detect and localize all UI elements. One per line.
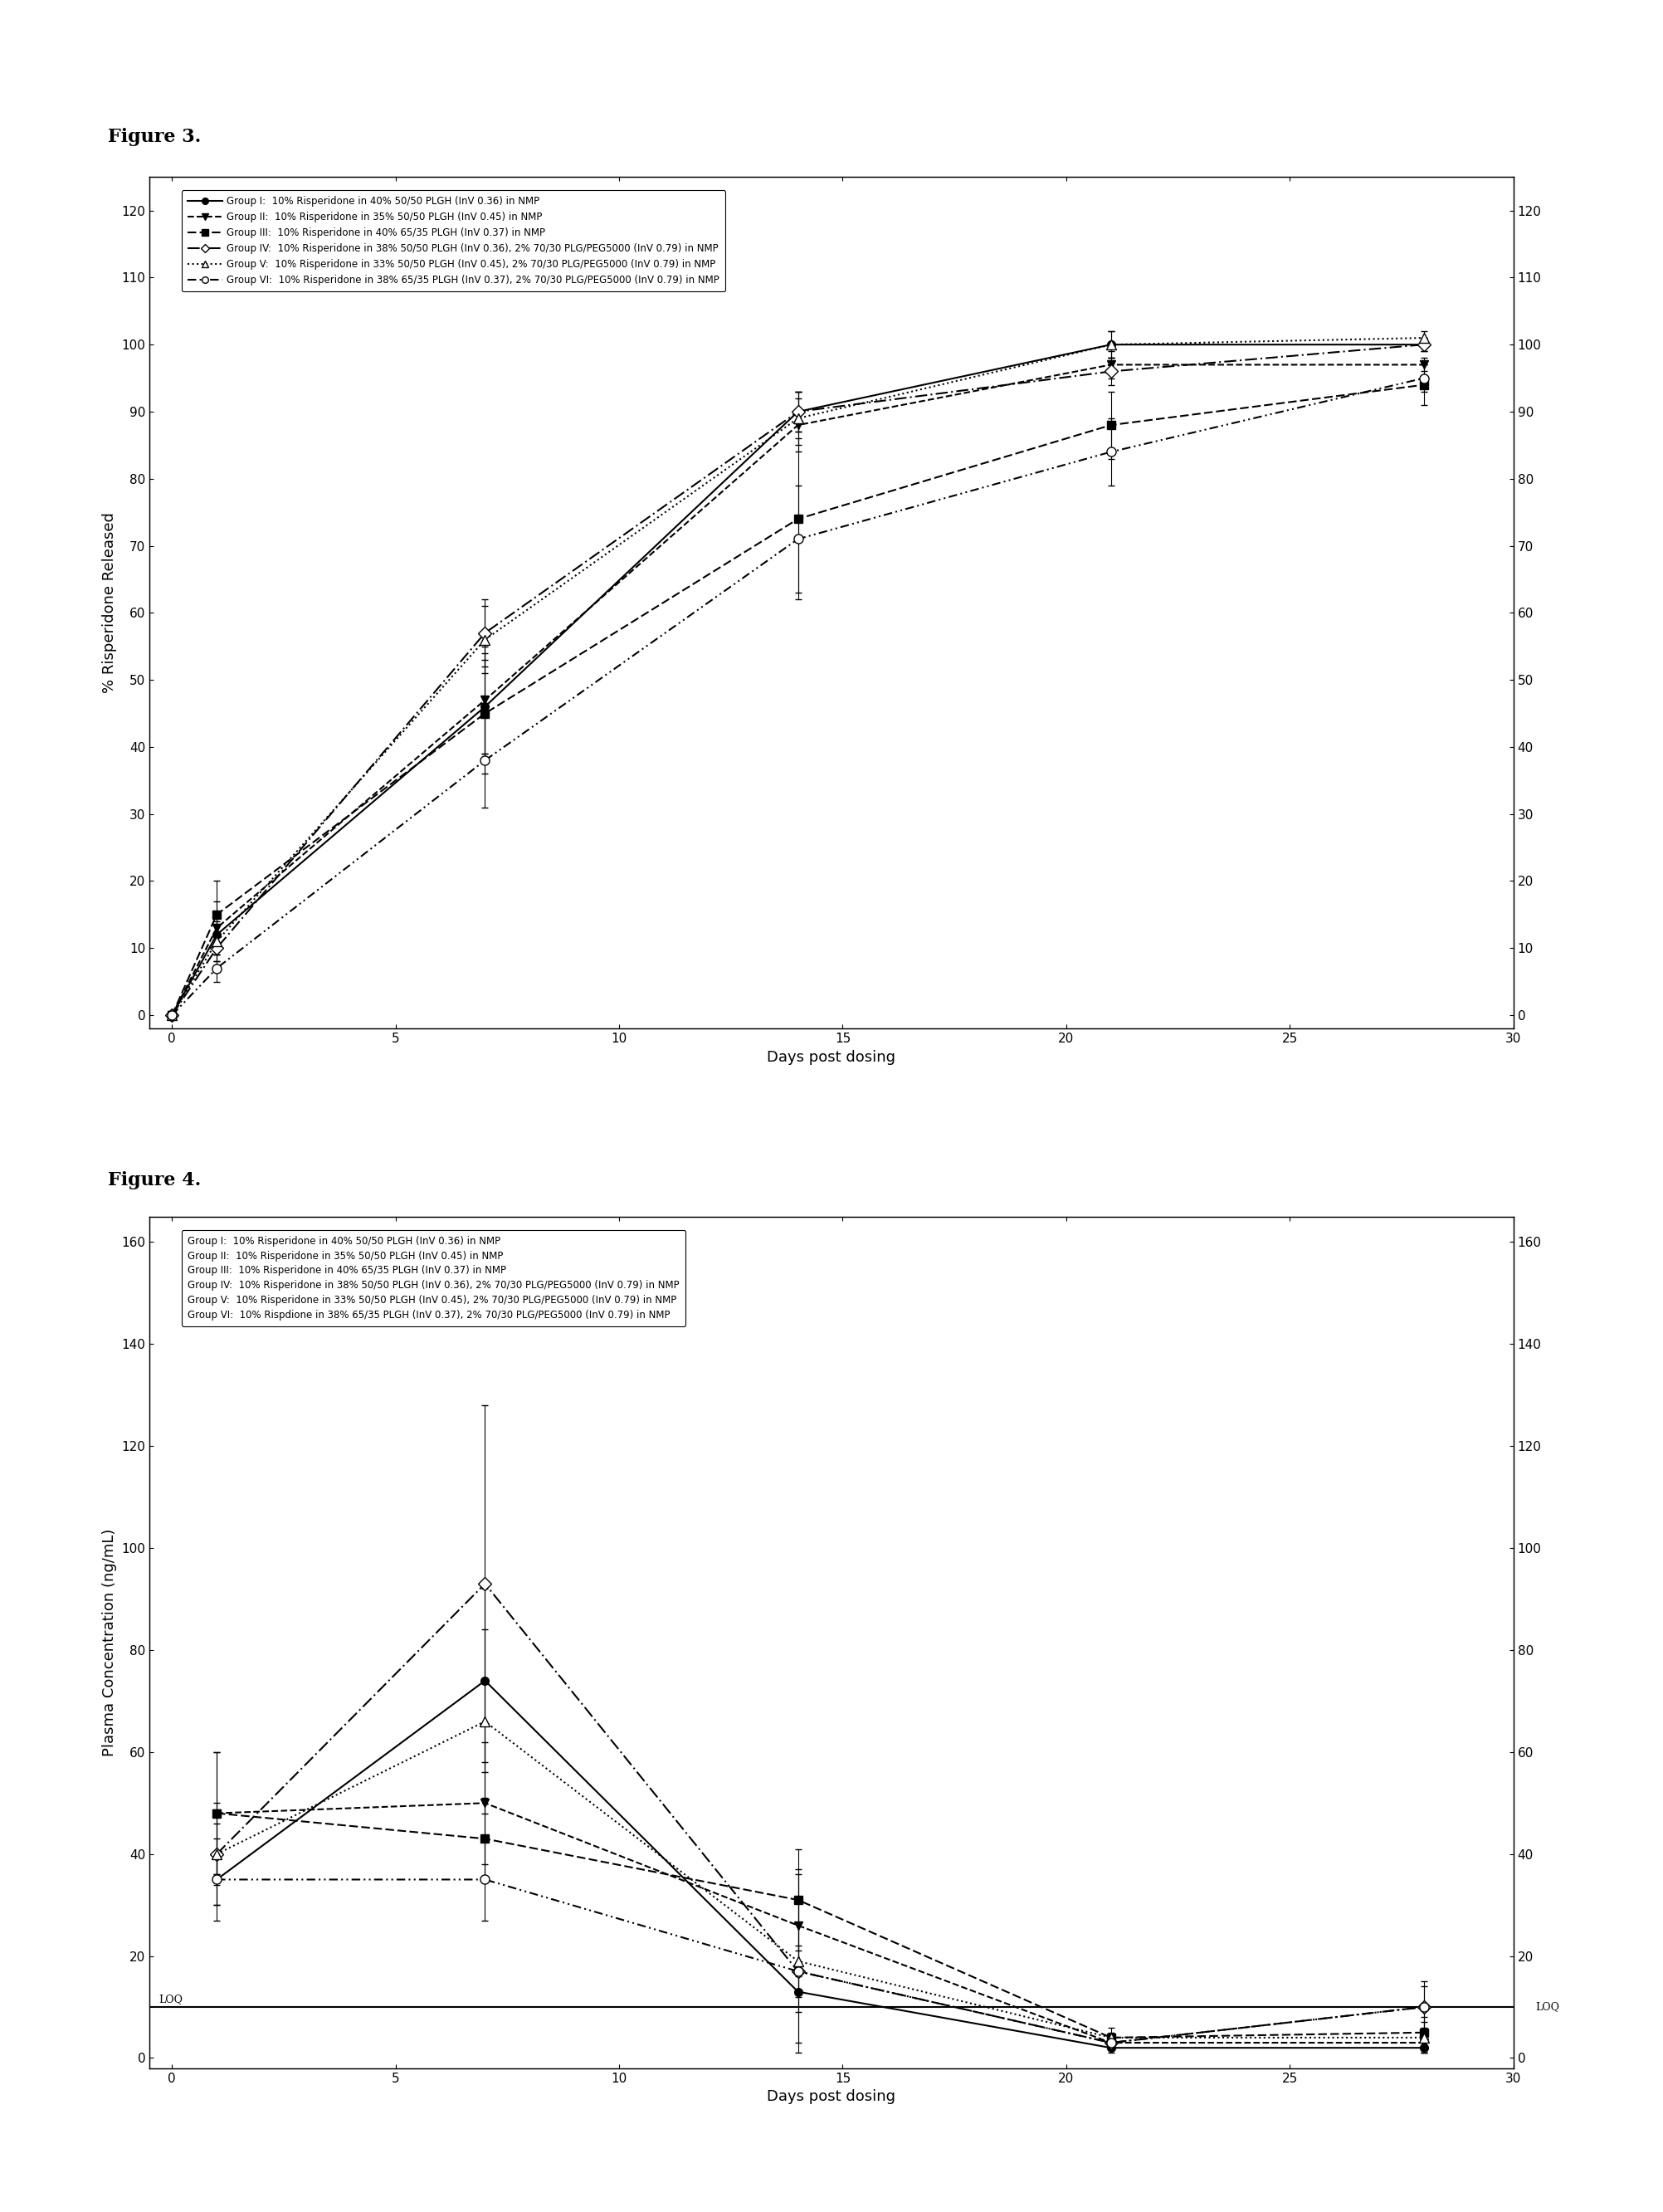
X-axis label: Days post dosing: Days post dosing — [767, 1051, 896, 1064]
Y-axis label: Plasma Concentration (ng/mL): Plasma Concentration (ng/mL) — [101, 1528, 116, 1756]
Legend: Group I:  10% Risperidone in 40% 50/50 PLGH (InV 0.36) in NMP, Group II:  10% Ri: Group I: 10% Risperidone in 40% 50/50 PL… — [181, 190, 725, 292]
Text: LOQ: LOQ — [1535, 2002, 1560, 2013]
Text: Figure 4.: Figure 4. — [108, 1172, 201, 1190]
X-axis label: Days post dosing: Days post dosing — [767, 2090, 896, 2104]
Legend: Group I:  10% Risperidone in 40% 50/50 PLGH (InV 0.36) in NMP, Group II:  10% Ri: Group I: 10% Risperidone in 40% 50/50 PL… — [181, 1230, 685, 1327]
Text: Figure 3.: Figure 3. — [108, 128, 201, 146]
Y-axis label: % Risperidone Released: % Risperidone Released — [101, 513, 116, 692]
Text: LOQ: LOQ — [158, 1993, 183, 2004]
